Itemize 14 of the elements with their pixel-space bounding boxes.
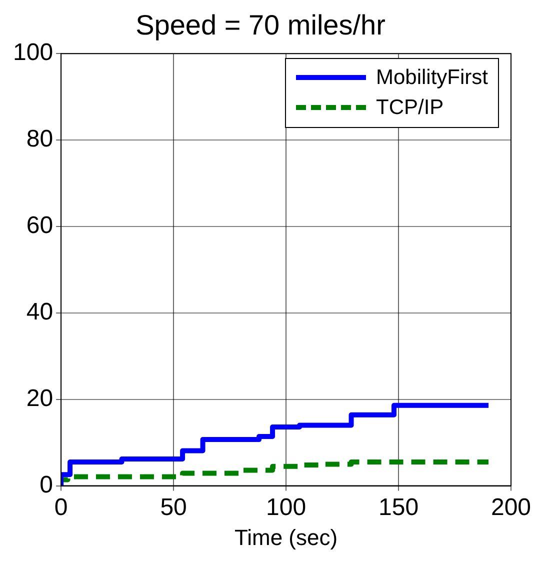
x-tick-label: 50 — [160, 494, 187, 521]
x-tick-label: 150 — [378, 494, 419, 521]
chart-title: Speed = 70 miles/hr — [136, 10, 386, 41]
x-tick-label: 200 — [490, 494, 532, 521]
legend-label: TCP/IP — [376, 94, 444, 121]
x-tick-label: 100 — [266, 494, 306, 521]
y-tick-label: 80 — [26, 126, 54, 153]
legend-label: MobilityFirst — [376, 64, 488, 91]
y-tick-label: 20 — [26, 384, 54, 412]
x-axis-title: Time (sec) — [234, 524, 338, 550]
y-tick-label: 100 — [12, 39, 54, 66]
y-tick-label: 0 — [40, 471, 54, 498]
y-tick-label: 40 — [26, 298, 54, 326]
y-tick-label: 60 — [26, 212, 54, 240]
